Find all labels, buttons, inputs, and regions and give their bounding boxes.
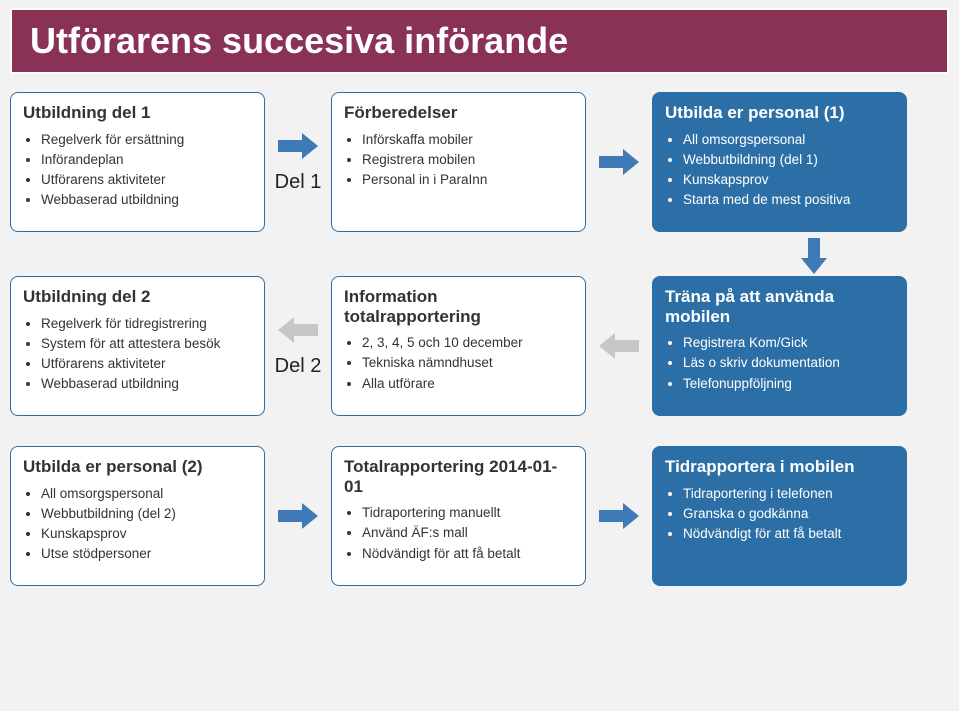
card-list: Tidraportering i telefonen Granska o godk… (665, 485, 894, 544)
card-utbildning-del-1: Utbildning del 1 Regelverk för ersättnin… (10, 92, 265, 232)
card-tidrapportera-mobilen: Tidrapportera i mobilen Tidraportering i… (652, 446, 907, 586)
list-item: Kunskapsprov (683, 171, 894, 189)
card-heading: Utbildning del 1 (23, 103, 252, 123)
card-list: 2, 3, 4, 5 och 10 december Tekniska nämnd… (344, 334, 573, 393)
arrow-left-icon (276, 315, 320, 345)
list-item: Webbaserad utbildning (41, 375, 252, 393)
list-item: Införskaffa mobiler (362, 131, 573, 149)
list-item: Nödvändigt för att få betalt (683, 525, 894, 543)
card-heading: Utbildning del 2 (23, 287, 252, 307)
list-item: Granska o godkänna (683, 505, 894, 523)
card-utbilda-personal-1: Utbilda er personal (1) All omsorgsperso… (652, 92, 907, 232)
list-item: Alla utförare (362, 375, 573, 393)
card-list: Registrera Kom/Gick Läs o skriv dokumenta… (665, 334, 894, 393)
card-heading: Tidrapportera i mobilen (665, 457, 894, 477)
card-heading: Träna på att använda mobilen (665, 287, 894, 326)
card-forberedelser: Förberedelser Införskaffa mobiler Registr… (331, 92, 586, 232)
list-item: Nödvändigt för att få betalt (362, 545, 573, 563)
list-item: All omsorgspersonal (683, 131, 894, 149)
list-item: System för att attestera besök (41, 335, 252, 353)
card-list: Regelverk för ersättning Införandeplan Utf… (23, 131, 252, 210)
list-item: Registrera Kom/Gick (683, 334, 894, 352)
arrow-down-icon (799, 236, 829, 276)
arrow-r2-a1: Del 2 (271, 315, 325, 378)
list-item: Webbaserad utbildning (41, 191, 252, 209)
arrow-right-icon (597, 501, 641, 531)
card-list: Regelverk för tidregistrering System för … (23, 315, 252, 394)
list-item: All omsorgspersonal (41, 485, 252, 503)
arrow-r2-a2 (592, 331, 646, 361)
row-1: Utbildning del 1 Regelverk för ersättnin… (0, 88, 959, 240)
card-utbildning-del-2: Utbildning del 2 Regelverk för tidregist… (10, 276, 265, 416)
list-item: Läs o skriv dokumentation (683, 354, 894, 372)
card-information-totalrapportering: Information totalrapportering 2, 3, 4, 5… (331, 276, 586, 416)
page-title: Utförarens succesiva införande (30, 20, 929, 62)
card-heading: Utbilda er personal (2) (23, 457, 252, 477)
card-heading: Förberedelser (344, 103, 573, 123)
arrow-r3-a1 (271, 501, 325, 531)
arrow-right-icon (276, 131, 320, 161)
card-utbilda-personal-2: Utbilda er personal (2) All omsorgsperso… (10, 446, 265, 586)
list-item: Webbutbildning (del 1) (683, 151, 894, 169)
list-item: Utse stödpersoner (41, 545, 252, 563)
card-heading: Utbilda er personal (1) (665, 103, 894, 123)
list-item: Webbutbildning (del 2) (41, 505, 252, 523)
arrow-right-icon (276, 501, 320, 531)
list-item: Regelverk för ersättning (41, 131, 252, 149)
section-label-del1: Del 1 (275, 171, 322, 194)
list-item: Införandeplan (41, 151, 252, 169)
list-item: Personal in i ParaInn (362, 171, 573, 189)
card-list: Tidraportering manuellt Använd ÄF:s mall N… (344, 504, 573, 563)
arrow-r1-a1: Del 1 (271, 131, 325, 194)
card-heading: Totalrapportering 2014-01-01 (344, 457, 573, 496)
arrow-r1-a2 (592, 147, 646, 177)
list-item: Utförarens aktiviteter (41, 171, 252, 189)
title-bar: Utförarens succesiva införande (10, 8, 949, 74)
list-item: Regelverk för tidregistrering (41, 315, 252, 333)
card-totalrapportering-2014: Totalrapportering 2014-01-01 Tidraporter… (331, 446, 586, 586)
list-item: Utförarens aktiviteter (41, 355, 252, 373)
arrow-down-1-wrap (0, 236, 959, 276)
list-item: Använd ÄF:s mall (362, 524, 573, 542)
row-3: Utbilda er personal (2) All omsorgsperso… (0, 442, 959, 594)
list-item: Registrera mobilen (362, 151, 573, 169)
arrow-r3-a2 (592, 501, 646, 531)
list-item: Telefonuppföljning (683, 375, 894, 393)
list-item: Tekniska nämndhuset (362, 354, 573, 372)
card-list: Införskaffa mobiler Registrera mobilen Per… (344, 131, 573, 190)
section-label-del2: Del 2 (275, 355, 322, 378)
row-2: Utbildning del 2 Regelverk för tidregist… (0, 272, 959, 424)
list-item: Starta med de mest positiva (683, 191, 894, 209)
list-item: Tidraportering manuellt (362, 504, 573, 522)
arrow-right-icon (597, 147, 641, 177)
list-item: 2, 3, 4, 5 och 10 december (362, 334, 573, 352)
card-heading: Information totalrapportering (344, 287, 573, 326)
card-trana-mobilen: Träna på att använda mobilen Registrera … (652, 276, 907, 416)
card-list: All omsorgspersonal Webbutbildning (del 2… (23, 485, 252, 564)
list-item: Tidraportering i telefonen (683, 485, 894, 503)
card-list: All omsorgspersonal Webbutbildning (del 1… (665, 131, 894, 210)
list-item: Kunskapsprov (41, 525, 252, 543)
arrow-left-icon (597, 331, 641, 361)
